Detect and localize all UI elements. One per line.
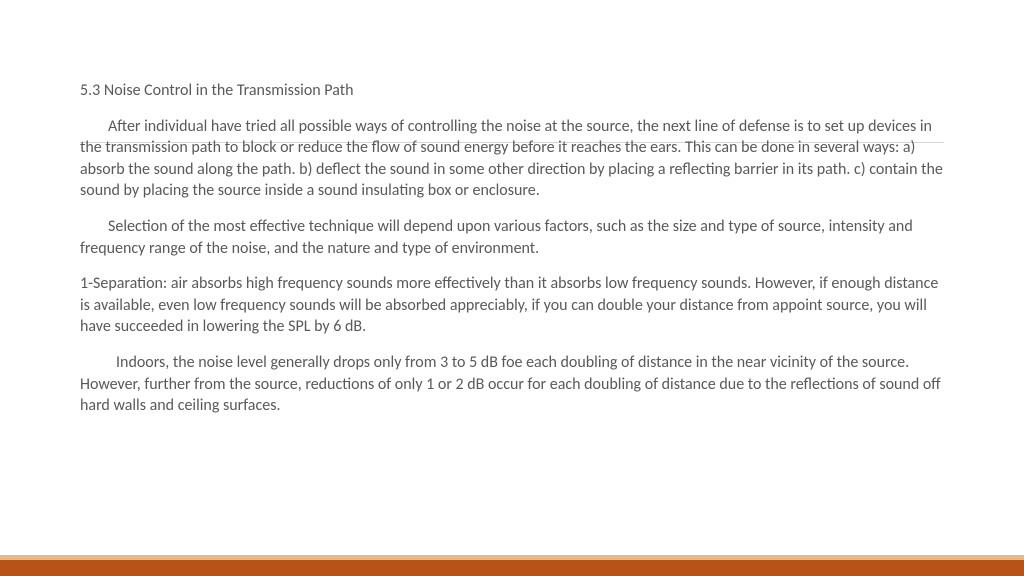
paragraph-2: Selection of the most effective techniqu… <box>80 216 944 259</box>
paragraph-4: Indoors, the noise level generally drops… <box>80 352 944 417</box>
paragraph-1: After individual have tried all possible… <box>80 116 944 202</box>
bottom-accent-border <box>0 555 1024 576</box>
section-heading: 5.3 Noise Control in the Transmission Pa… <box>80 80 944 102</box>
accent-main-stripe <box>0 560 1024 576</box>
slide-content: 5.3 Noise Control in the Transmission Pa… <box>0 0 1024 417</box>
paragraph-3: 1-Separation: air absorbs high frequency… <box>80 273 944 338</box>
